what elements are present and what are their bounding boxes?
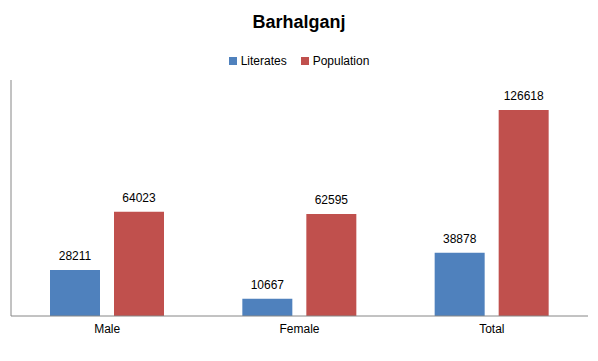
- svg-text:64023: 64023: [122, 191, 156, 205]
- svg-text:Male: Male: [94, 322, 120, 336]
- html-text:Literates: Literates: [240, 54, 287, 68]
- html-text:Barhalganj: Barhalganj: [252, 12, 346, 32]
- svg-text:10667: 10667: [251, 278, 285, 292]
- svg-text:62595: 62595: [315, 193, 349, 207]
- svg-text:Female: Female: [279, 322, 319, 336]
- svg-text:126618: 126618: [504, 89, 544, 103]
- svg-text:38878: 38878: [443, 232, 477, 246]
- svg-text:Total: Total: [479, 322, 504, 336]
- svg-text:28211: 28211: [59, 249, 92, 263]
- html-text:Population: Population: [312, 54, 370, 68]
